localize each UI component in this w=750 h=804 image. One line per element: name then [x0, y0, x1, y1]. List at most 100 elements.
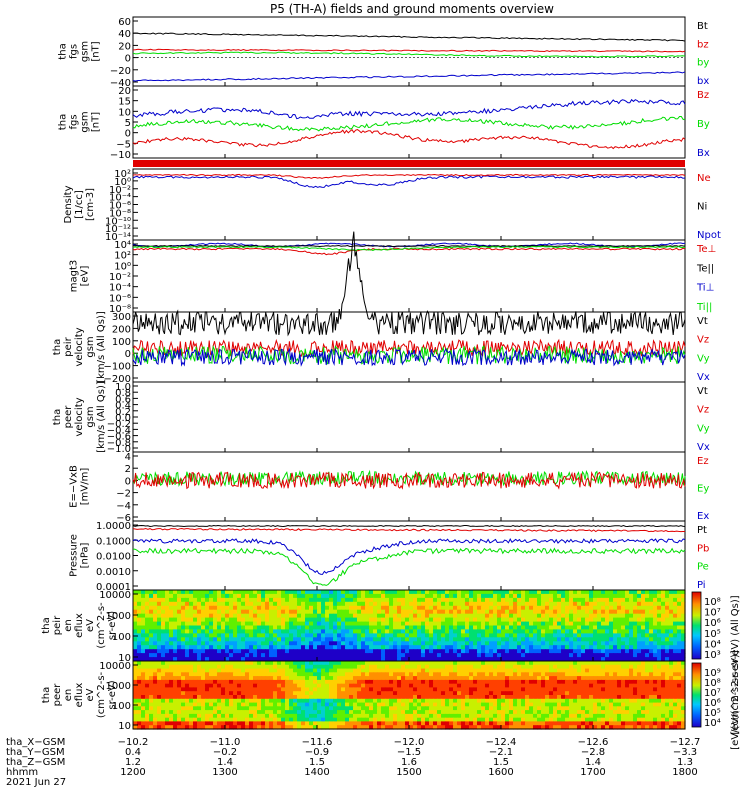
spectrogram-cell: [561, 653, 566, 658]
spectrogram-cell: [469, 699, 474, 703]
spectrogram-cell: [329, 594, 334, 599]
spectrogram-cell: [497, 710, 502, 714]
spectrogram-cell: [197, 699, 202, 703]
spectrogram-cell: [457, 653, 462, 658]
spectrogram-cell: [457, 618, 462, 623]
spectrogram-cell: [565, 680, 570, 684]
spectrogram-cell: [649, 687, 654, 691]
spectrogram-cell: [621, 633, 626, 638]
spectrogram-cell: [441, 672, 446, 676]
spectrogram-cell: [165, 610, 170, 615]
spectrogram-cell: [345, 622, 350, 627]
spectrogram-cell: [621, 590, 626, 595]
spectrogram-cell: [425, 641, 430, 646]
spectrogram-cell: [565, 699, 570, 703]
spectrogram-cell: [637, 626, 642, 631]
spectrogram-cell: [389, 714, 394, 718]
spectrogram-cell: [161, 598, 166, 603]
spectrogram-cell: [425, 676, 430, 680]
legend-Te⊥: Te⊥: [696, 244, 716, 255]
spectrogram-cell: [325, 680, 330, 684]
spectrogram-cell: [349, 633, 354, 638]
spectrogram-cell: [261, 665, 266, 669]
spectrogram-cell: [381, 695, 386, 699]
spectrogram-cell: [609, 672, 614, 676]
spectrogram-cell: [237, 633, 242, 638]
spectrogram-cell: [341, 672, 346, 676]
spectrogram-cell: [389, 590, 394, 595]
spectrogram-cell: [453, 626, 458, 631]
spectrogram-cell: [509, 676, 514, 680]
spectrogram-cell: [569, 594, 574, 599]
spectrogram-cell: [285, 622, 290, 627]
spectrogram-cell: [553, 680, 558, 684]
spectrogram-cell: [185, 594, 190, 599]
spectrogram-cell: [313, 594, 318, 599]
spectrogram-cell: [405, 633, 410, 638]
spectrogram-cell: [601, 614, 606, 619]
spectrogram-cell: [445, 606, 450, 611]
spectrogram-cell: [509, 645, 514, 650]
spectrogram-cell: [661, 610, 666, 615]
spectrogram-cell: [549, 610, 554, 615]
spectrogram-cell: [237, 706, 242, 710]
spectrogram-cell: [133, 710, 138, 714]
spectrogram-cell: [353, 672, 358, 676]
spectrogram-cell: [617, 665, 622, 669]
spectrogram-cell: [233, 676, 238, 680]
spectrogram-cell: [229, 610, 234, 615]
spectrogram-cell: [477, 645, 482, 650]
spectrogram-cell: [429, 641, 434, 646]
spectrogram-cell: [401, 710, 406, 714]
spectrogram-cell: [621, 649, 626, 654]
spectrogram-cell: [489, 606, 494, 611]
spectrogram-cell: [153, 645, 158, 650]
spectrogram-cell: [321, 614, 326, 619]
spectrogram-cell: [305, 618, 310, 623]
spectrogram-cell: [149, 602, 154, 607]
spectrogram-cell: [161, 594, 166, 599]
spectrogram-cell: [245, 602, 250, 607]
spectrogram-cell: [457, 687, 462, 691]
spectrogram-cell: [213, 691, 218, 695]
spectrogram-cell: [281, 594, 286, 599]
legend-Vt: Vt: [697, 316, 708, 327]
spectrogram-cell: [485, 714, 490, 718]
spectrogram-cell: [365, 614, 370, 619]
y-axis-label-line: (cm^2-s-: [96, 602, 107, 649]
spectrogram-cell: [265, 602, 270, 607]
y-axis-label: E=−VxB[mV/m]: [69, 465, 91, 508]
spectrogram-cell: [437, 672, 442, 676]
spectrogram-cell: [489, 699, 494, 703]
spectrogram-cell: [529, 661, 534, 665]
spectrogram-cell: [633, 626, 638, 631]
spectrogram-cell: [141, 629, 146, 634]
spectrogram-cell: [429, 653, 434, 658]
spectrogram-cell: [397, 594, 402, 599]
spectrogram-cell: [597, 610, 602, 615]
spectrogram-cell: [269, 590, 274, 595]
spectrogram-cell: [473, 714, 478, 718]
spectrogram-cell: [417, 606, 422, 611]
spectrogram-cell: [229, 590, 234, 595]
spectrogram-cell: [589, 622, 594, 627]
spectrogram-cell: [517, 590, 522, 595]
spectrogram-cell: [445, 665, 450, 669]
spectrogram-cell: [557, 629, 562, 634]
spectrogram-cell: [229, 629, 234, 634]
spectrogram-cell: [393, 691, 398, 695]
spectrogram-cell: [361, 626, 366, 631]
spectrogram-cell: [453, 602, 458, 607]
spectrogram-cell: [169, 706, 174, 710]
spectrogram-cell: [669, 633, 674, 638]
spectrogram-cell: [529, 610, 534, 615]
spectrogram-cell: [441, 633, 446, 638]
spectrogram-cell: [217, 626, 222, 631]
spectrogram-cell: [597, 594, 602, 599]
spectrogram-cell: [565, 606, 570, 611]
spectrogram-cell: [517, 691, 522, 695]
spectrogram-cell: [405, 665, 410, 669]
spectrogram-cell: [657, 641, 662, 646]
spectrogram-cell: [285, 629, 290, 634]
spectrogram-cell: [541, 699, 546, 703]
